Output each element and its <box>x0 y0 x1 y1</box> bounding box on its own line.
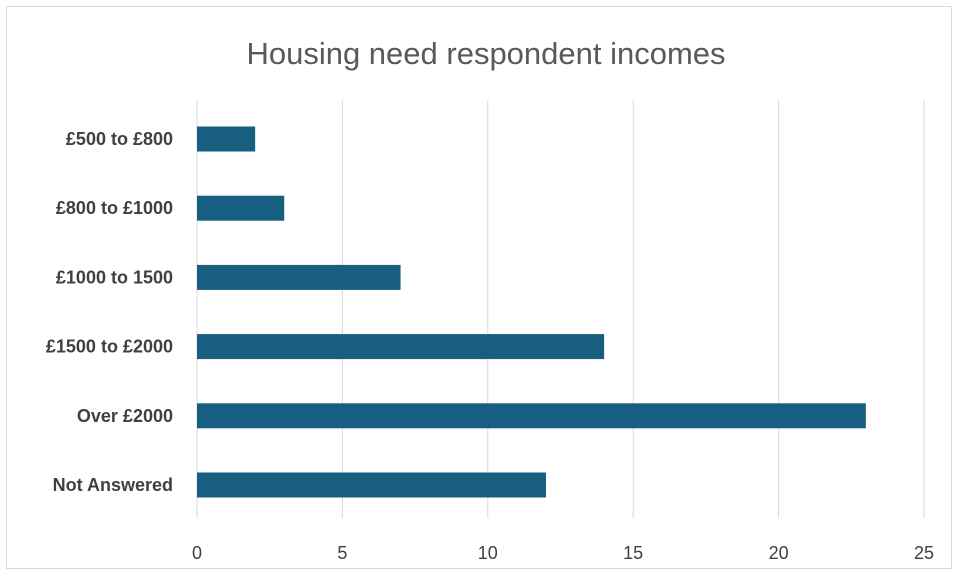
category-label: £500 to £800 <box>66 129 173 149</box>
x-tick-label: 5 <box>337 543 347 563</box>
x-axis-tick-labels: 0 5 10 15 20 25 <box>192 543 934 563</box>
category-label: £800 to £1000 <box>56 198 173 218</box>
bar <box>197 195 285 221</box>
x-tick-label: 0 <box>192 543 202 563</box>
bar <box>197 334 605 360</box>
category-label: £1500 to £2000 <box>46 337 173 357</box>
x-tick-label: 20 <box>769 543 789 563</box>
category-label: Over £2000 <box>77 406 173 426</box>
gridlines <box>196 100 925 518</box>
category-labels: £500 to £800 £800 to £1000 £1000 to 1500 £1… <box>46 129 173 495</box>
x-tick-label: 15 <box>623 543 643 563</box>
bars <box>197 126 866 498</box>
bar <box>197 472 546 498</box>
x-tick-label: 10 <box>478 543 498 563</box>
x-tick-label: 25 <box>914 543 934 563</box>
category-label: £1000 to 1500 <box>56 267 173 287</box>
bar <box>197 264 401 290</box>
chart-title: Housing need respondent incomes <box>246 36 725 71</box>
category-label: Not Answered <box>53 475 173 495</box>
bar <box>197 403 866 429</box>
bar <box>197 126 256 152</box>
